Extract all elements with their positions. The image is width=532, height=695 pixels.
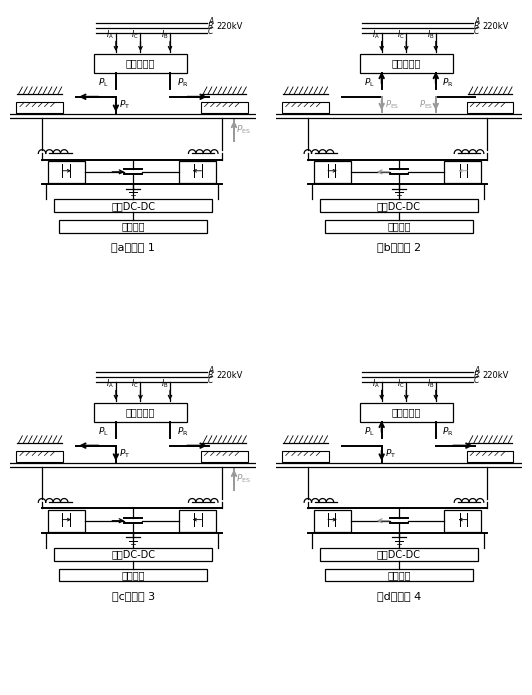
Text: $I_\mathrm{B}$: $I_\mathrm{B}$ [161, 28, 169, 41]
Bar [314, 510, 351, 532]
Text: $P_\mathrm{ES}$: $P_\mathrm{ES}$ [236, 473, 252, 485]
Bar [325, 220, 473, 233]
Bar [179, 161, 215, 183]
Text: B: B [208, 371, 213, 380]
Text: $P_\mathrm{ES}$: $P_\mathrm{ES}$ [419, 99, 433, 111]
Bar [320, 548, 478, 562]
Text: $P_\mathrm{T}$: $P_\mathrm{T}$ [119, 448, 130, 460]
Text: C: C [208, 376, 213, 385]
Text: $I_\mathrm{C}$: $I_\mathrm{C}$ [131, 28, 139, 41]
Text: 220kV: 220kV [217, 371, 243, 380]
Text: $P_\mathrm{R}$: $P_\mathrm{R}$ [442, 425, 454, 438]
Text: （c）工况 3: （c）工况 3 [112, 591, 155, 601]
Text: $P_\mathrm{T}$: $P_\mathrm{T}$ [385, 448, 396, 460]
Text: $P_\mathrm{R}$: $P_\mathrm{R}$ [177, 76, 188, 89]
Bar [59, 569, 207, 582]
Text: 牵引变压器: 牵引变压器 [126, 407, 155, 417]
Text: B: B [474, 22, 479, 31]
Text: 储能装置: 储能装置 [121, 570, 145, 580]
Text: 双向DC-DC: 双向DC-DC [377, 201, 421, 211]
Bar [54, 548, 212, 562]
Bar [325, 569, 473, 582]
Text: $I_\mathrm{A}$: $I_\mathrm{A}$ [106, 28, 114, 41]
Text: $I_\mathrm{B}$: $I_\mathrm{B}$ [427, 28, 434, 41]
Text: C: C [208, 27, 213, 36]
Bar [48, 510, 85, 532]
Text: $P_\mathrm{ES}$: $P_\mathrm{ES}$ [385, 99, 399, 111]
Text: $I_\mathrm{A}$: $I_\mathrm{A}$ [106, 377, 114, 390]
Bar [179, 510, 215, 532]
Text: $I_\mathrm{A}$: $I_\mathrm{A}$ [372, 28, 380, 41]
Text: C: C [474, 27, 479, 36]
Bar [360, 54, 453, 73]
Text: 储能装置: 储能装置 [387, 221, 411, 231]
Bar [48, 161, 85, 183]
Bar [282, 450, 329, 461]
Bar [59, 220, 207, 233]
Bar [94, 54, 187, 73]
Text: B: B [208, 22, 213, 31]
Text: $I_\mathrm{A}$: $I_\mathrm{A}$ [372, 377, 380, 390]
Bar [94, 402, 187, 422]
Bar [320, 199, 478, 213]
Text: $I_\mathrm{B}$: $I_\mathrm{B}$ [427, 377, 434, 390]
Text: 双向DC-DC: 双向DC-DC [111, 201, 155, 211]
Text: A: A [208, 366, 213, 375]
Bar [282, 101, 329, 113]
Text: $I_\mathrm{C}$: $I_\mathrm{C}$ [131, 377, 139, 390]
Text: $P_\mathrm{ES}$: $P_\mathrm{ES}$ [236, 124, 252, 136]
Bar [444, 161, 481, 183]
Text: 牵引变压器: 牵引变压器 [392, 407, 421, 417]
Bar [16, 450, 63, 461]
Bar [360, 402, 453, 422]
Text: （b）工况 2: （b）工况 2 [377, 243, 421, 252]
Text: 储能装置: 储能装置 [121, 221, 145, 231]
Text: 220kV: 220kV [483, 371, 509, 380]
Text: B: B [474, 371, 479, 380]
Text: $P_\mathrm{L}$: $P_\mathrm{L}$ [98, 76, 109, 89]
Text: $I_\mathrm{C}$: $I_\mathrm{C}$ [397, 377, 405, 390]
Bar [201, 450, 247, 461]
Text: $P_\mathrm{R}$: $P_\mathrm{R}$ [177, 425, 188, 438]
Text: 牵引变压器: 牵引变压器 [392, 58, 421, 68]
Text: （d）工况 4: （d）工况 4 [377, 591, 421, 601]
Text: $P_\mathrm{L}$: $P_\mathrm{L}$ [364, 425, 375, 438]
Bar [467, 450, 513, 461]
Text: A: A [474, 17, 479, 26]
Text: 牵引变压器: 牵引变压器 [126, 58, 155, 68]
Text: 双向DC-DC: 双向DC-DC [111, 550, 155, 559]
Bar [314, 161, 351, 183]
Text: $I_\mathrm{B}$: $I_\mathrm{B}$ [161, 377, 169, 390]
Bar [444, 510, 481, 532]
Text: $P_\mathrm{T}$: $P_\mathrm{T}$ [119, 99, 130, 111]
Text: $P_\mathrm{L}$: $P_\mathrm{L}$ [364, 76, 375, 89]
Bar [16, 101, 63, 113]
Text: 储能装置: 储能装置 [387, 570, 411, 580]
Text: A: A [474, 366, 479, 375]
Bar [201, 101, 247, 113]
Bar [467, 101, 513, 113]
Bar [54, 199, 212, 213]
Text: 双向DC-DC: 双向DC-DC [377, 550, 421, 559]
Text: $I_\mathrm{C}$: $I_\mathrm{C}$ [397, 28, 405, 41]
Text: 220kV: 220kV [483, 22, 509, 31]
Text: $P_\mathrm{R}$: $P_\mathrm{R}$ [442, 76, 454, 89]
Text: （a）工况 1: （a）工况 1 [111, 243, 155, 252]
Text: 220kV: 220kV [217, 22, 243, 31]
Text: A: A [208, 17, 213, 26]
Text: C: C [474, 376, 479, 385]
Text: $P_\mathrm{L}$: $P_\mathrm{L}$ [98, 425, 109, 438]
